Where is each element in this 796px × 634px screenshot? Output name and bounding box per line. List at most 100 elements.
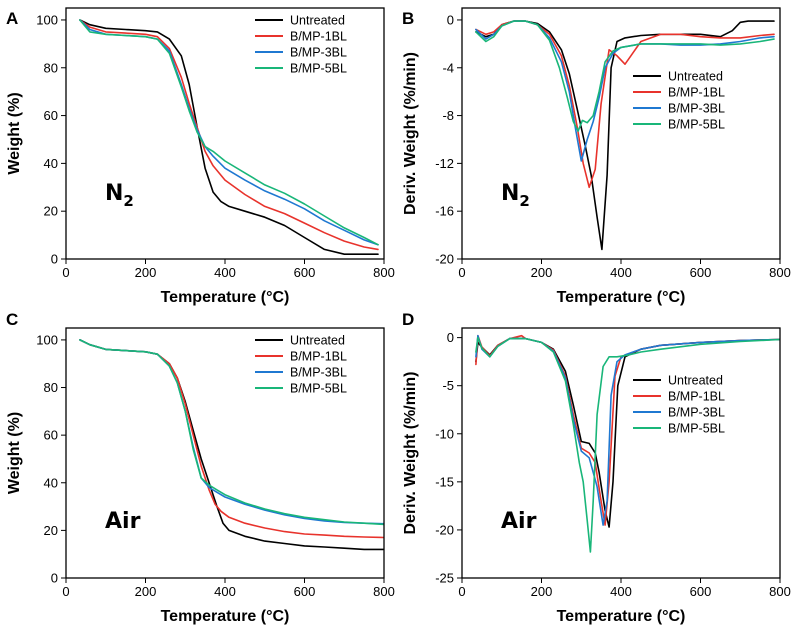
series-line-untreated (475, 20, 775, 251)
y-tick-label: 0 (51, 252, 58, 267)
y-tick-label: 40 (44, 475, 58, 490)
x-tick-label: 400 (610, 584, 632, 599)
legend-label: B/MP-5BL (668, 422, 725, 436)
x-tick-label: 800 (373, 584, 395, 599)
legend: Untreated B/MP-1BL B/MP-3BL B/MP-5BL (633, 374, 725, 436)
x-tick-label: 200 (531, 584, 553, 599)
y-tick-label: 0 (447, 330, 454, 345)
y-tick-label: 0 (447, 12, 454, 27)
legend-label: B/MP-3BL (290, 46, 347, 60)
x-tick-label: 0 (458, 584, 465, 599)
series-group (79, 339, 384, 551)
y-tick-label: 20 (44, 523, 58, 538)
y-tick-label: -20 (435, 522, 454, 537)
series-line-b-mp-3bl (475, 334, 780, 526)
x-tick-label: 400 (214, 584, 236, 599)
legend: Untreated B/MP-1BL B/MP-3BL B/MP-5BL (633, 70, 725, 132)
series-line-b-mp-5bl (79, 19, 379, 246)
series-line-b-mp-1bl (475, 334, 780, 526)
series-group (475, 334, 780, 553)
x-tick-label: 800 (769, 265, 791, 280)
panel-letter: D (402, 310, 414, 329)
series-line-b-mp-1bl (79, 19, 379, 251)
y-tick-label: 80 (44, 60, 58, 75)
x-tick-label: 200 (135, 584, 157, 599)
x-axis-title: Temperature (°C) (557, 289, 686, 306)
series-line-b-mp-5bl (79, 339, 384, 526)
y-axis-title: Deriv. Weight (%/min) (402, 372, 419, 535)
y-tick-label: -16 (435, 204, 454, 219)
legend-label: B/MP-1BL (668, 86, 725, 100)
series-group (475, 20, 775, 251)
y-tick-label: 40 (44, 156, 58, 171)
x-tick-label: 400 (610, 265, 632, 280)
atmosphere-annotation: N2 (501, 181, 530, 210)
series-line-untreated (79, 19, 379, 255)
y-tick-label: -10 (435, 426, 454, 441)
x-tick-label: 200 (531, 265, 553, 280)
legend-label: B/MP-3BL (668, 406, 725, 420)
x-tick-label: 800 (769, 584, 791, 599)
x-tick-label: 600 (294, 265, 316, 280)
series-line-b-mp-3bl (475, 20, 775, 162)
atmosphere-annotation: N2 (105, 181, 134, 210)
y-tick-label: -5 (442, 378, 454, 393)
legend-label: B/MP-3BL (290, 366, 347, 380)
x-tick-label: 600 (690, 265, 712, 280)
legend-label: B/MP-1BL (290, 350, 347, 364)
legend: Untreated B/MP-1BL B/MP-3BL B/MP-5BL (255, 14, 347, 76)
y-tick-label: 100 (36, 332, 58, 347)
y-tick-label: 100 (36, 12, 58, 27)
panel-D: D 0 200 400 600 800 -25 -20 -15 -10 -5 0 Temperature… (402, 310, 791, 625)
x-tick-label: 0 (62, 584, 69, 599)
legend-label: Untreated (290, 334, 345, 348)
y-tick-label: -12 (435, 156, 454, 171)
x-tick-label: 200 (135, 265, 157, 280)
y-tick-label: -8 (442, 108, 454, 123)
y-tick-label: 80 (44, 380, 58, 395)
panel-letter: C (6, 310, 18, 329)
panel-A: A 0 200 400 600 800 0 20 40 60 80 100 Temperature (°… (6, 7, 395, 306)
y-tick-label: -15 (435, 474, 454, 489)
x-tick-label: 400 (214, 265, 236, 280)
y-tick-label: -4 (442, 60, 454, 75)
atmosphere-annotation: Air (105, 509, 141, 534)
atmosphere-annotation: Air (501, 509, 537, 534)
legend: Untreated B/MP-1BL B/MP-3BL B/MP-5BL (255, 334, 347, 396)
x-axis-title: Temperature (°C) (557, 608, 686, 625)
x-tick-label: 600 (294, 584, 316, 599)
series-line-b-mp-5bl (475, 336, 780, 553)
series-line-untreated (475, 337, 780, 528)
series-group (79, 19, 379, 255)
legend-label: B/MP-1BL (290, 30, 347, 44)
x-axis-title: Temperature (°C) (161, 608, 290, 625)
x-axis-title: Temperature (°C) (161, 289, 290, 306)
series-line-b-mp-5bl (475, 20, 775, 132)
legend-label: B/MP-5BL (668, 118, 725, 132)
y-tick-label: 60 (44, 108, 58, 123)
panel-letter: B (402, 9, 414, 28)
plot-frame (461, 7, 781, 260)
y-axis-title: Weight (%) (6, 412, 23, 494)
legend-label: Untreated (668, 374, 723, 388)
x-tick-label: 600 (690, 584, 712, 599)
panel-letter: A (6, 9, 18, 28)
y-tick-label: -25 (435, 571, 454, 586)
y-tick-label: -20 (435, 252, 454, 267)
legend-label: Untreated (668, 70, 723, 84)
y-axis-title: Deriv. Weight (%/min) (402, 52, 419, 215)
panel-C: C 0 200 400 600 800 0 20 40 60 80 100 Temperature (°… (6, 310, 395, 625)
y-tick-label: 0 (51, 571, 58, 586)
legend-label: B/MP-1BL (668, 390, 725, 404)
legend-label: B/MP-5BL (290, 382, 347, 396)
y-tick-label: 60 (44, 428, 58, 443)
legend-label: Untreated (290, 14, 345, 28)
y-tick-label: 20 (44, 204, 58, 219)
y-axis-title: Weight (%) (6, 92, 23, 174)
legend-label: B/MP-3BL (668, 102, 725, 116)
x-tick-label: 800 (373, 265, 395, 280)
x-tick-label: 0 (458, 265, 465, 280)
x-tick-label: 0 (62, 265, 69, 280)
plot-frame (461, 327, 781, 579)
